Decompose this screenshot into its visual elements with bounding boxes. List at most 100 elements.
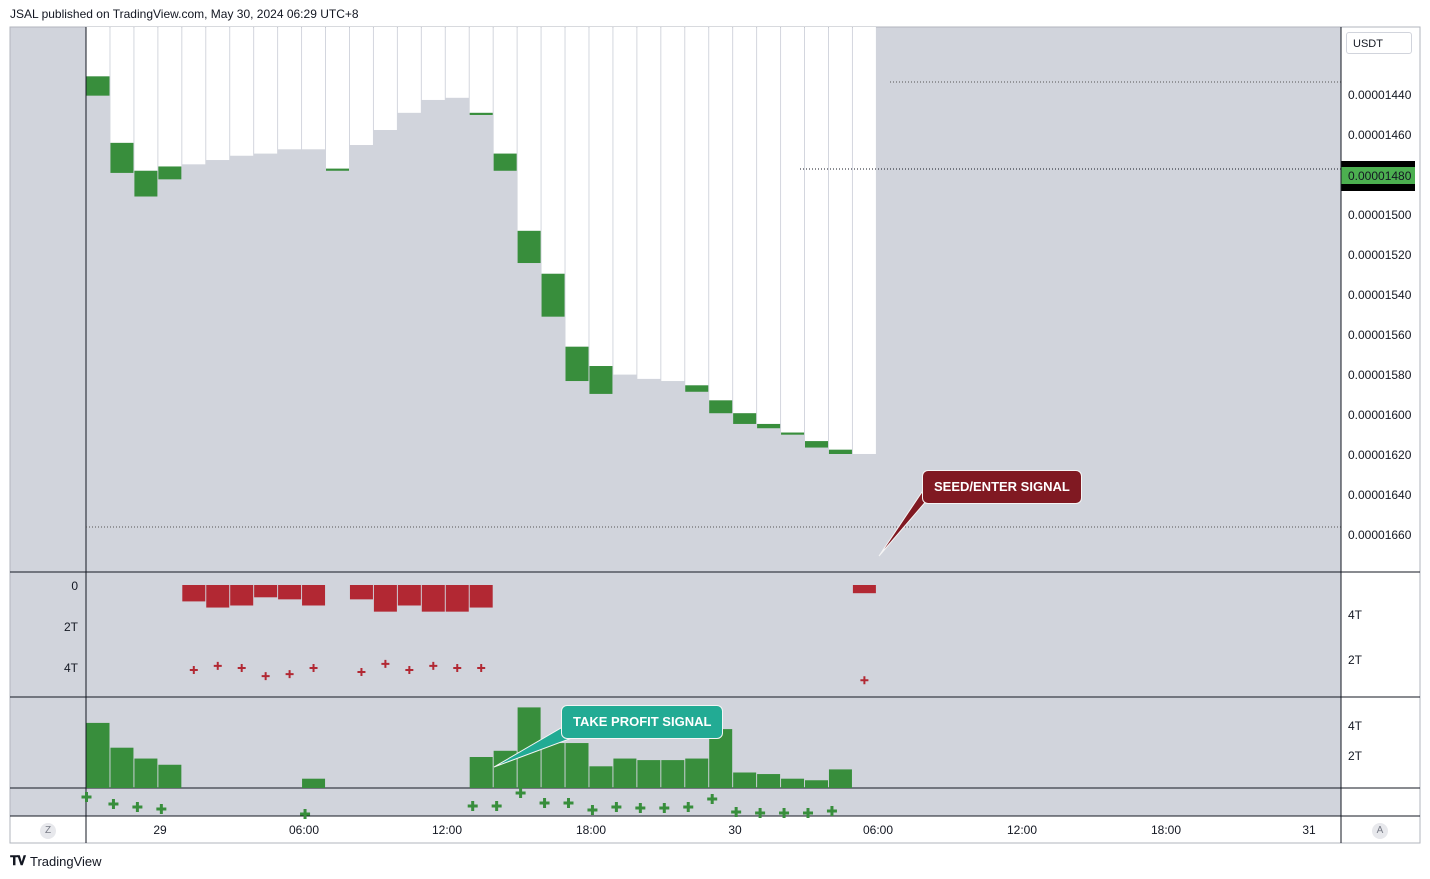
red-plus-marker-13 <box>405 666 414 674</box>
green-plus-marker-2 <box>132 802 143 812</box>
price-body-31 <box>828 449 852 454</box>
price-bar-13 <box>397 27 421 113</box>
currency-button[interactable]: USDT <box>1346 32 1412 54</box>
green-plus-marker-0 <box>81 792 92 802</box>
green-histogram-bar-28 <box>757 774 781 788</box>
red-plus-marker-16 <box>477 663 486 672</box>
tradingview-logo-icon: 𝐓𝐕 <box>10 853 26 868</box>
green-plus-marker-18 <box>515 788 526 798</box>
green-histogram-bar-19 <box>541 743 565 788</box>
footer-brand-label: TradingView <box>30 853 102 869</box>
price-bar-11 <box>349 27 373 146</box>
price-badge-current <box>1341 167 1415 184</box>
price-body-30 <box>805 441 828 448</box>
price-bar-32 <box>852 27 876 454</box>
mid-right-tick-0: 4T <box>1348 608 1363 622</box>
price-bar-18 <box>517 27 541 231</box>
time-tick-label-0: 29 <box>153 823 167 837</box>
green-plus-marker-30 <box>803 808 813 818</box>
price-tick-label-10: 0.00001640 <box>1348 488 1412 502</box>
price-bar-4 <box>182 27 206 165</box>
green-plus-marker-28 <box>755 808 766 818</box>
price-bar-6 <box>230 27 254 156</box>
timezone-toggle-button[interactable]: Z <box>40 823 56 839</box>
price-body-21 <box>589 366 613 394</box>
price-bar-0 <box>86 27 110 77</box>
price-bar-14 <box>421 27 445 100</box>
price-body-26 <box>709 400 733 414</box>
green-plus-marker-20 <box>563 798 574 808</box>
red-plus-marker-32 <box>860 676 869 685</box>
price-bar-2 <box>134 27 158 171</box>
red-histogram-bar-32 <box>852 585 876 594</box>
green-plus-marker-1 <box>108 799 119 809</box>
green-histogram-bar-20 <box>565 743 589 788</box>
green-histogram-bar-1 <box>110 747 134 788</box>
green-plus-marker-27 <box>731 807 742 817</box>
price-bar-26 <box>709 27 733 401</box>
mid-left-tick-2: 4T <box>64 661 79 675</box>
price-bar-20 <box>565 27 589 347</box>
time-tick-label-8: 31 <box>1302 823 1316 837</box>
price-body-18 <box>517 230 541 264</box>
time-tick-label-7: 18:00 <box>1151 823 1181 837</box>
red-plus-marker-12 <box>381 659 390 668</box>
red-histogram-bar-4 <box>182 585 206 602</box>
price-body-3 <box>158 166 182 180</box>
auto-scale-button[interactable]: A <box>1372 823 1388 839</box>
time-tick-label-3: 18:00 <box>576 823 606 837</box>
price-bar-15 <box>445 27 469 98</box>
price-bar-19 <box>541 27 565 274</box>
red-plus-marker-8 <box>285 670 294 679</box>
price-body-28 <box>757 423 781 429</box>
mid-left-tick-0: 0 <box>71 579 78 593</box>
price-body-2 <box>134 170 158 197</box>
price-body-17 <box>493 153 517 171</box>
footer-brand[interactable]: 𝐓𝐕 TradingView <box>10 853 102 869</box>
publish-info: JSAL published on TradingView.com, May 3… <box>10 7 359 21</box>
price-tick-label-6: 0.00001560 <box>1348 328 1412 342</box>
price-body-1 <box>110 142 134 173</box>
price-tick-label-9: 0.00001620 <box>1348 448 1412 462</box>
red-plus-marker-9 <box>309 663 318 672</box>
time-tick-label-6: 12:00 <box>1007 823 1037 837</box>
price-tick-label-0: 0.00001440 <box>1348 88 1412 102</box>
price-body-0 <box>86 76 110 96</box>
price-bar-28 <box>757 27 781 424</box>
green-histogram-bar-3 <box>158 764 182 788</box>
red-histogram-bar-13 <box>397 585 421 606</box>
red-histogram-bar-6 <box>230 585 254 606</box>
green-histogram-bar-29 <box>781 778 805 788</box>
price-body-20 <box>565 346 589 382</box>
red-plus-marker-6 <box>237 663 246 672</box>
green-plus-marker-26 <box>707 794 718 804</box>
price-tick-label-4: 0.00001520 <box>1348 248 1412 262</box>
time-axis-background <box>10 816 1420 843</box>
red-histogram-bar-7 <box>254 585 278 598</box>
red-plus-marker-15 <box>453 663 462 672</box>
seed-enter-signal-label: SEED/ENTER SIGNAL <box>922 470 1082 504</box>
price-bar-17 <box>493 27 517 154</box>
price-bar-1 <box>110 27 134 143</box>
price-bar-16 <box>469 27 493 113</box>
green-plus-marker-3 <box>156 804 167 814</box>
price-bar-7 <box>254 27 278 154</box>
green-histogram-bar-16 <box>469 757 493 788</box>
red-histogram-bar-16 <box>469 585 493 608</box>
price-bar-27 <box>733 27 757 414</box>
price-tick-label-3: 0.00001500 <box>1348 208 1412 222</box>
green-plus-marker-9 <box>300 809 311 819</box>
time-tick-label-4: 30 <box>728 823 742 837</box>
price-tick-label-8: 0.00001600 <box>1348 408 1412 422</box>
green-histogram-bar-25 <box>685 758 709 788</box>
green-plus-marker-25 <box>683 802 694 812</box>
price-tick-label-5: 0.00001540 <box>1348 288 1412 302</box>
current-price-label: 0.00001480 <box>1348 169 1412 183</box>
price-bar-10 <box>326 27 349 169</box>
green-plus-marker-23 <box>635 803 646 813</box>
red-plus-marker-11 <box>357 668 366 677</box>
red-plus-marker-14 <box>429 661 438 670</box>
low-right-tick-0: 4T <box>1348 719 1363 733</box>
green-histogram-bar-0 <box>86 722 110 788</box>
